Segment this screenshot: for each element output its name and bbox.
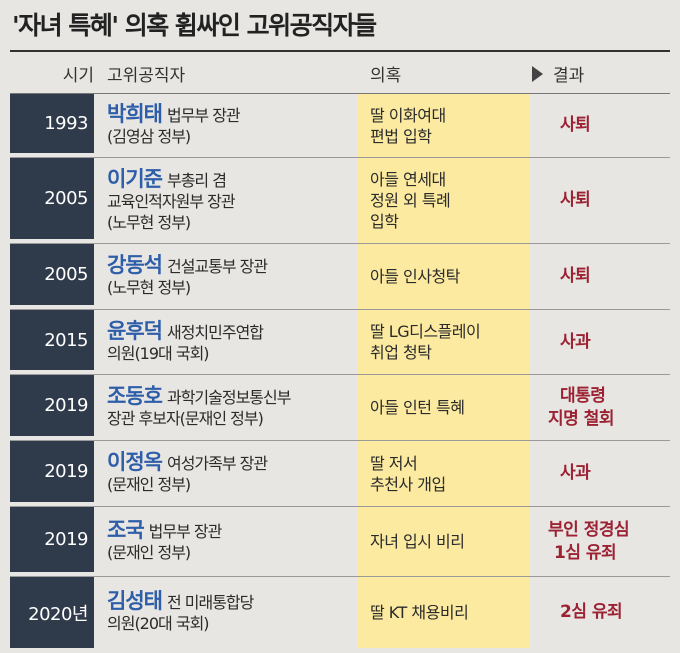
row-suspicion: 딸 이화여대 편법 입학 [370, 94, 530, 157]
result-line: 대통령 [560, 385, 606, 406]
suspicion-line: 딸 이화여대 [370, 105, 446, 125]
official-desc: (김영삼 정부) [107, 127, 191, 146]
header-year: 시기 [62, 66, 94, 86]
official-desc: 의원(19대 국회) [107, 343, 210, 363]
row-year: 1993 [10, 94, 94, 153]
row-result: 사퇴 [548, 94, 670, 157]
row-year: 2005 [10, 158, 94, 239]
suspicion-line: 아들 인사청탁 [370, 267, 460, 286]
row-suspicion: 딸 저서 추천사 개입 [370, 441, 530, 506]
official-name: 조국 [107, 518, 145, 542]
result-line: 2심 유죄 [560, 602, 623, 622]
row-result: 사퇴 [548, 244, 670, 309]
row-suspicion: 아들 인턴 특혜 [370, 375, 530, 440]
suspicion-line: 딸 KT 채용비리 [370, 603, 469, 622]
suspicion-column-highlight [358, 94, 530, 648]
row-suspicion: 자녀 입시 비리 [370, 507, 530, 576]
table-row: 2005 강동석 건설교통부 장관 (노무현 정부) 아들 인사청탁 사퇴 [10, 244, 670, 310]
official-desc: 법무부 장관 [166, 106, 241, 125]
result-line: 1심 유죄 [554, 542, 617, 563]
suspicion-line: 아들 연세대 [370, 170, 446, 189]
official-name: 윤후덕 [107, 318, 163, 343]
suspicion-line: 편법 입학 [370, 126, 432, 146]
official-name: 조동호 [107, 384, 163, 408]
official-desc: 교육인적자원부 장관 [107, 191, 236, 211]
official-name: 박희태 [107, 102, 163, 126]
suspicion-line: 입학 [370, 212, 399, 231]
result-line: 사퇴 [560, 190, 591, 210]
row-result: 부인 정경심 1심 유죄 [548, 507, 670, 576]
row-suspicion: 딸 LG디스플레이 취업 청탁 [370, 310, 530, 374]
row-official: 이기준 부총리 겸 교육인적자원부 장관 (노무현 정부) [107, 158, 357, 243]
suspicion-line: 정원 외 특례 [370, 191, 451, 210]
table-row: 2020년 김성태 전 미래통합당 의원(20대 국회) 딸 KT 채용비리 2심… [10, 577, 670, 648]
table-row: 2015 윤후덕 새정치민주연합 의원(19대 국회) 딸 LG디스플레이 취업 … [10, 310, 670, 375]
header-official: 고위공직자 [107, 66, 186, 86]
official-name: 강동석 [107, 253, 163, 277]
official-desc: 전 미래통합당 [166, 593, 254, 612]
table-row: 1993 박희태 법무부 장관 (김영삼 정부) 딸 이화여대 편법 입학 사퇴 [10, 94, 670, 158]
official-desc: (문재인 정부) [107, 475, 191, 494]
row-official: 강동석 건설교통부 장관 (노무현 정부) [107, 244, 357, 309]
suspicion-line: 취업 청탁 [370, 343, 432, 362]
row-year: 2005 [10, 244, 94, 305]
result-line: 지명 철회 [548, 408, 614, 429]
official-desc: 법무부 장관 [148, 522, 223, 541]
official-name: 김성태 [107, 589, 163, 613]
suspicion-line: 아들 인턴 특혜 [370, 398, 465, 417]
table-row: 2005 이기준 부총리 겸 교육인적자원부 장관 (노무현 정부) 아들 연세대… [10, 158, 670, 244]
table-row: 2019 이정옥 여성가족부 장관 (문재인 정부) 딸 저서 추천사 개입 사과 [10, 441, 670, 507]
row-official: 윤후덕 새정치민주연합 의원(19대 국회) [107, 310, 357, 374]
suspicion-line: 자녀 입시 비리 [370, 532, 465, 551]
result-line: 부인 정경심 [548, 519, 630, 540]
official-desc: (문재인 정부) [107, 543, 191, 562]
official-name: 이정옥 [107, 450, 163, 474]
officials-table: 시기 고위공직자 의혹 결과 1993 박희태 법무부 장관 (김영삼 정부) 딸… [10, 50, 670, 648]
row-result: 대통령 지명 철회 [548, 375, 670, 440]
table-row: 2019 조동호 과학기술정보통신부 장관 후보자(문재인 정부) 아들 인턴 특… [10, 375, 670, 441]
official-desc: 부총리 겸 [166, 170, 227, 190]
row-official: 김성태 전 미래통합당 의원(20대 국회) [107, 577, 357, 648]
triangle-right-icon [532, 65, 543, 82]
row-year: 2019 [10, 507, 94, 572]
row-suspicion: 아들 인사청탁 [370, 244, 530, 309]
official-desc: 과학기술정보통신부 [166, 388, 291, 407]
row-result: 사과 [548, 441, 670, 506]
official-desc: 새정치민주연합 [166, 322, 264, 342]
row-year: 2019 [10, 375, 94, 436]
official-desc: 장관 후보자(문재인 정부) [107, 409, 264, 428]
row-official: 이정옥 여성가족부 장관 (문재인 정부) [107, 441, 357, 506]
suspicion-line: 추천사 개입 [370, 474, 446, 494]
row-result: 사퇴 [548, 158, 670, 243]
row-result: 사과 [548, 310, 670, 374]
suspicion-line: 딸 LG디스플레이 [370, 322, 481, 341]
official-desc: 건설교통부 장관 [166, 257, 268, 276]
table-row: 2019 조국 법무부 장관 (문재인 정부) 자녀 입시 비리 부인 정경심 1… [10, 507, 670, 577]
row-year: 2015 [10, 310, 94, 370]
official-desc: (노무현 정부) [107, 212, 191, 232]
official-desc: 의원(20대 국회) [107, 614, 210, 633]
official-desc: 여성가족부 장관 [166, 454, 268, 473]
page-title: '자녀 특혜' 의혹 휩싸인 고위공직자들 [12, 11, 377, 40]
result-line: 사퇴 [560, 266, 591, 286]
suspicion-line: 딸 저서 [370, 453, 418, 473]
result-line: 사퇴 [560, 115, 591, 135]
header-result-label: 결과 [553, 66, 585, 86]
result-line: 사과 [560, 463, 591, 483]
table-header: 시기 고위공직자 의혹 결과 [10, 50, 670, 94]
result-line: 사과 [560, 331, 591, 352]
row-year: 2020년 [10, 577, 94, 648]
header-result: 결과 [532, 61, 584, 86]
official-name: 이기준 [107, 166, 163, 191]
header-suspicion: 의혹 [370, 66, 402, 86]
row-suspicion: 아들 연세대 정원 외 특례 입학 [370, 158, 530, 243]
row-result: 2심 유죄 [548, 577, 670, 648]
official-desc: (노무현 정부) [107, 278, 191, 297]
row-suspicion: 딸 KT 채용비리 [370, 577, 530, 648]
row-year: 2019 [10, 441, 94, 502]
row-official: 조동호 과학기술정보통신부 장관 후보자(문재인 정부) [107, 375, 357, 440]
row-official: 박희태 법무부 장관 (김영삼 정부) [107, 94, 357, 157]
row-official: 조국 법무부 장관 (문재인 정부) [107, 507, 357, 576]
